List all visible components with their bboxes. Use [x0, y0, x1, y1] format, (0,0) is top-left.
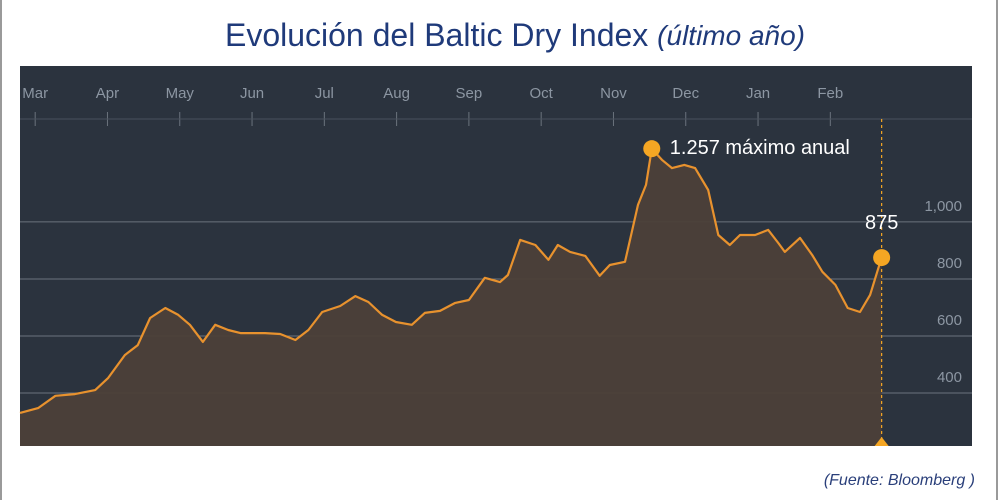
- x-tick-label: Jan: [746, 85, 770, 102]
- x-tick-label: May: [166, 85, 195, 102]
- x-tick-label: Aug: [383, 85, 410, 102]
- x-tick-label: Dec: [672, 85, 699, 102]
- y-tick-label: 800: [937, 255, 962, 272]
- source: (Fuente: Bloomberg ): [824, 472, 975, 489]
- cursor-marker: [874, 437, 889, 446]
- x-tick-label: Sep: [456, 85, 483, 102]
- line: [19, 147, 883, 414]
- y-tick-label: 600: [937, 312, 962, 329]
- x-tick-label: Apr: [96, 85, 119, 102]
- x-tick-label: Oct: [530, 85, 554, 102]
- subtitle: (último año): [657, 20, 805, 51]
- x-tick-label: Feb: [817, 85, 843, 102]
- data-label: 1.257 máximo anual: [670, 137, 850, 159]
- title: Evolución del Baltic Dry Index: [225, 17, 648, 53]
- x-tick-label: Jun: [240, 85, 264, 102]
- x-tick-label: Nov: [600, 85, 627, 102]
- chart-title: Evolución del Baltic Dry Index (último a…: [225, 17, 805, 53]
- x-tick-label: Mar: [22, 85, 48, 102]
- point-marker: [643, 140, 661, 158]
- data-label: 875: [865, 212, 898, 234]
- area: [20, 148, 882, 446]
- y-tick-label: 1,000: [924, 198, 962, 215]
- x-tick-label: Jul: [315, 85, 334, 102]
- point-marker: [873, 249, 891, 267]
- y-tick-label: 400: [937, 369, 962, 386]
